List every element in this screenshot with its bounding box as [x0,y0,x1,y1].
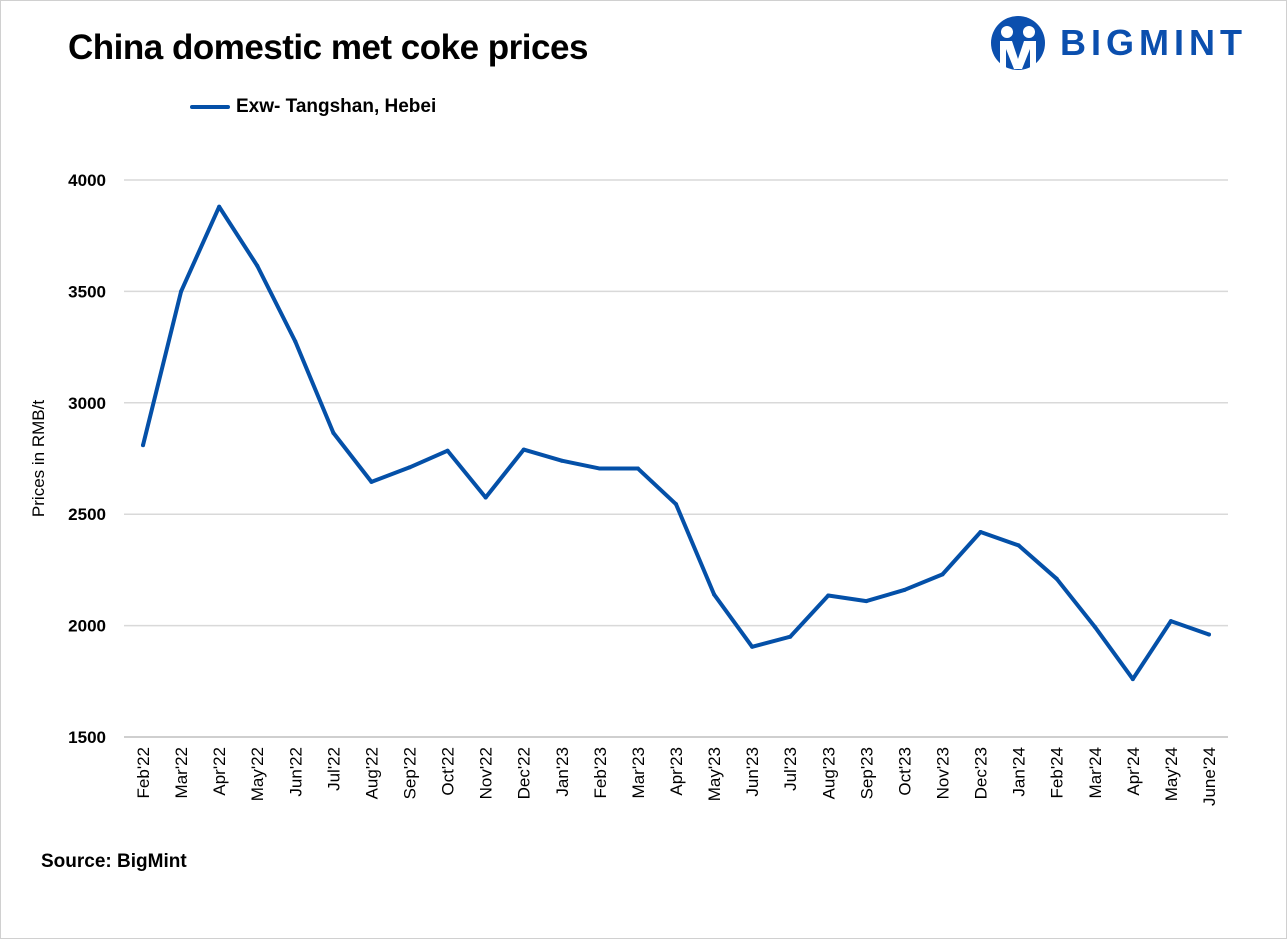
data-point [179,289,184,294]
data-point [712,592,717,597]
x-tick-label: Jan'23 [553,747,572,797]
legend-swatch [190,105,230,109]
y-tick-label: 3500 [68,282,106,301]
x-tick-label: Aug'23 [819,747,838,799]
x-tick-label: Apr'24 [1124,747,1143,796]
x-tick-label: May'23 [705,747,724,801]
x-tick-label: Mar'23 [629,747,648,798]
data-point [483,495,488,500]
logo-text: BIGMINT [1060,22,1247,63]
x-tick-label: Sep'23 [857,747,876,799]
x-tick-label: Feb'24 [1048,747,1067,798]
data-point [635,466,640,471]
bigmint-logo: BIGMINT [990,15,1247,71]
x-tick-label: Dec'22 [515,747,534,799]
x-tick-label: Oct'22 [439,747,458,796]
data-point [1016,543,1021,548]
x-tick-label: Apr'22 [210,747,229,796]
data-point [864,599,869,604]
data-point [255,263,260,268]
source-note: Source: BigMint [41,851,187,872]
data-point [369,479,374,484]
data-point [217,204,222,209]
data-point [1206,632,1211,637]
chart-title: China domestic met coke prices [68,28,588,67]
y-tick-label: 4000 [68,171,106,190]
data-point [407,465,412,470]
data-point [293,339,298,344]
x-tick-label: Mar'22 [172,747,191,798]
x-tick-label: Dec'23 [972,747,991,799]
data-point [826,593,831,598]
data-point [1130,677,1135,682]
data-point [940,572,945,577]
data-point [445,448,450,453]
data-point [597,466,602,471]
x-tick-label: May'22 [248,747,267,801]
data-point [902,587,907,592]
data-point [788,634,793,639]
y-axis-label: Prices in RMB/t [29,400,48,517]
data-point [1092,624,1097,629]
y-tick-label: 3000 [68,394,106,413]
x-tick-label: Jan'24 [1010,747,1029,797]
x-tick-label: Sep'22 [401,747,420,799]
data-point [1168,619,1173,624]
x-tick-label: Jul'23 [781,747,800,791]
x-tick-label: Jun'22 [286,747,305,797]
series-line [141,204,1211,682]
data-point [521,447,526,452]
x-tick-label: Mar'24 [1086,747,1105,798]
x-tick-label: Aug'22 [362,747,381,799]
data-point [1054,576,1059,581]
data-point [674,502,678,507]
data-point [978,530,983,535]
y-tick-label: 2500 [68,505,106,524]
x-tick-label: Feb'23 [591,747,610,798]
legend: Exw- Tangshan, Hebei [190,96,436,118]
x-tick-label: Nov'23 [933,747,952,799]
legend-label: Exw- Tangshan, Hebei [236,96,437,117]
x-tick-label: June'24 [1200,747,1219,806]
x-tick-label: Nov'22 [477,747,496,799]
data-point [750,644,755,649]
x-tick-label: Oct'23 [895,747,914,796]
x-tick-label: May'24 [1162,747,1181,801]
y-tick-label: 1500 [68,728,106,747]
x-tick-label: Jul'22 [324,747,343,791]
x-tick-label: Jun'23 [743,747,762,797]
data-point [331,430,336,435]
data-point [141,443,146,448]
logo-people-icon [991,16,1045,70]
x-tick-label: Apr'23 [667,747,686,796]
x-tick-label: Feb'22 [134,747,153,798]
data-point [559,458,564,463]
y-tick-label: 2000 [68,617,106,636]
